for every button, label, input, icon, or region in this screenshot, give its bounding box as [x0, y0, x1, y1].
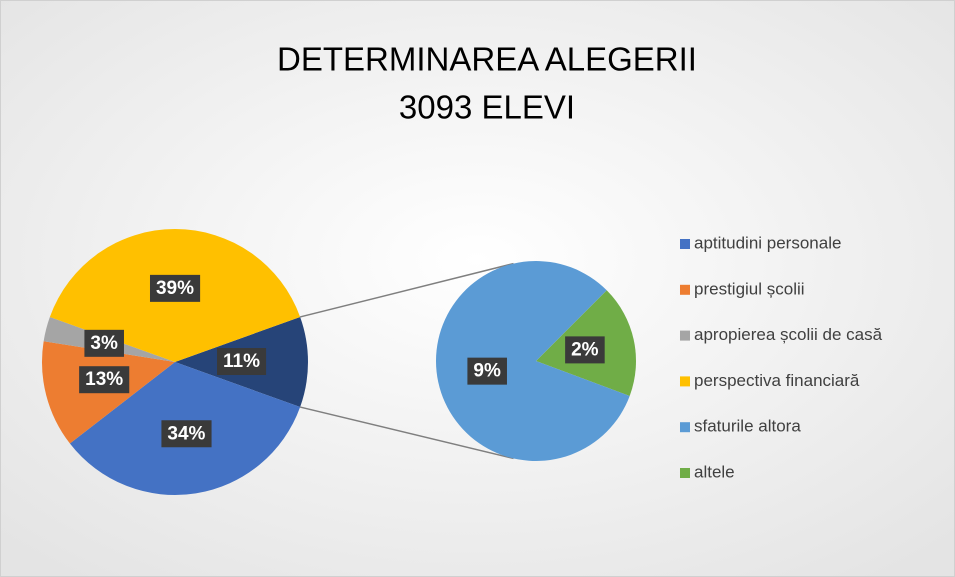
- legend-label: apropierea școlii de casă: [694, 325, 883, 344]
- connector-line: [299, 406, 514, 460]
- data-label: 3%: [90, 333, 118, 354]
- legend-swatch: [680, 284, 690, 295]
- legend-label: prestigiul școlii: [694, 279, 805, 298]
- legend-label: altele: [694, 462, 735, 481]
- legend-swatch: [680, 239, 690, 249]
- data-label-box: [79, 366, 130, 394]
- chart-title: DETERMINAREA ALEGERII: [277, 41, 697, 78]
- pie-slice: [435, 260, 630, 461]
- legend-label: sfaturile altora: [694, 417, 801, 436]
- legend-label: perspectiva financiară: [694, 371, 860, 390]
- legend-swatch: [680, 330, 690, 341]
- connector-line: [299, 262, 514, 318]
- legend-swatch: [680, 468, 690, 478]
- data-label-box: [161, 420, 212, 448]
- data-label-box: [565, 336, 605, 364]
- data-label-box: [217, 348, 267, 376]
- data-label: 13%: [85, 369, 123, 390]
- data-label: 11%: [223, 351, 260, 372]
- legend-label: aptitudini personale: [694, 233, 841, 252]
- data-label-box: [149, 274, 201, 302]
- legend-swatch: [680, 422, 690, 433]
- data-label: 2%: [571, 339, 599, 360]
- data-label-box: [467, 357, 507, 385]
- data-label: 39%: [156, 278, 194, 299]
- data-label: 9%: [473, 361, 501, 382]
- legend-swatch: [680, 376, 690, 387]
- chart-subtitle: 3093 ELEVI: [399, 89, 575, 126]
- data-label: 34%: [167, 423, 205, 444]
- data-label-box: [84, 329, 124, 357]
